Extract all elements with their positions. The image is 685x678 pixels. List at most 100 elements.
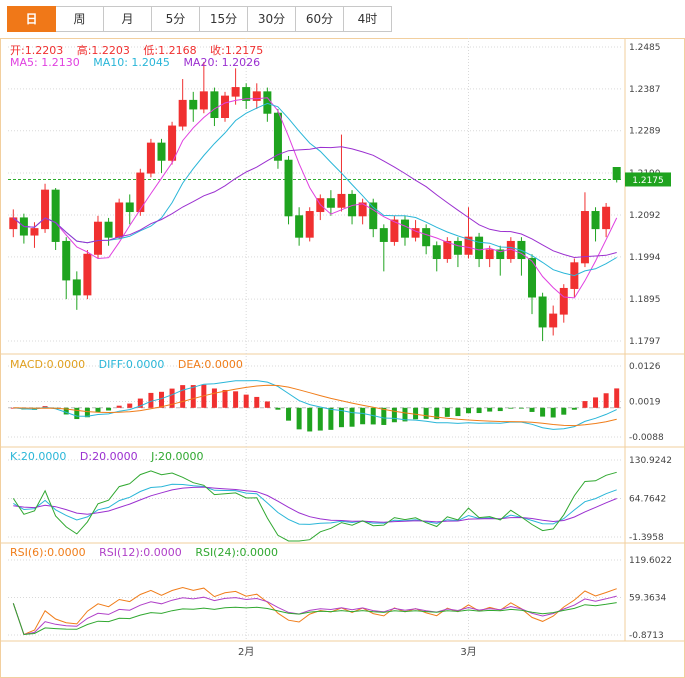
candle-body: [178, 99, 187, 127]
macd-bar: [264, 401, 270, 408]
tab-15min[interactable]: 15分: [199, 6, 248, 32]
macd-bar: [95, 407, 101, 413]
candle-body: [591, 211, 600, 230]
candle-body: [41, 189, 50, 230]
candle-body: [157, 142, 166, 161]
tab-30min[interactable]: 30分: [247, 6, 296, 32]
tab-month[interactable]: 月: [103, 6, 152, 32]
macd-bar: [159, 391, 164, 408]
tab-day[interactable]: 日: [7, 6, 56, 32]
rsi-y-label: 119.6022: [629, 556, 672, 566]
x-axis-label: 3月: [460, 646, 476, 658]
candle-body: [326, 198, 335, 208]
macd-bar: [381, 407, 387, 425]
candle-body: [146, 142, 155, 174]
ma20-line: [12, 146, 617, 259]
candle-body: [104, 221, 113, 238]
timeframe-toolbar: 日周月 5分 15分 30分 60分 4时: [0, 0, 685, 38]
candle-body: [72, 279, 81, 296]
macd-bar: [317, 407, 323, 431]
main-y-label: 1.1895: [629, 295, 661, 305]
candle-body: [273, 112, 282, 161]
main-y-label: 1.2485: [629, 43, 661, 53]
macd-bar: [349, 407, 355, 427]
macd-bar: [413, 407, 419, 420]
ma5-line: [12, 97, 618, 299]
macd-y-label: 0.0019: [629, 398, 661, 408]
tab-week[interactable]: 周: [55, 6, 104, 32]
candle-body: [337, 193, 346, 208]
macd-bar: [423, 407, 429, 419]
macd-bar: [137, 398, 143, 408]
macd-bar: [296, 407, 302, 430]
main-y-label: 1.1797: [629, 337, 661, 347]
macd-bar: [190, 385, 196, 408]
macd-bar: [614, 388, 620, 408]
macd-bar: [571, 407, 577, 410]
candle-body: [210, 91, 219, 118]
main-y-label: 1.2387: [629, 85, 661, 95]
candle-body: [369, 202, 378, 230]
candle-body: [411, 228, 420, 238]
macd-bar: [338, 407, 344, 428]
rsi-y-label: 59.3634: [629, 594, 666, 604]
macd-y-label: 0.0126: [629, 362, 661, 372]
chart-frame: [0, 38, 685, 678]
macd-bar: [127, 403, 133, 408]
candle-body: [93, 221, 102, 255]
macd-bar: [593, 397, 599, 408]
tab-5min[interactable]: 5分: [151, 6, 200, 32]
macd-bar: [455, 407, 461, 417]
macd-bar: [518, 407, 524, 409]
macd-bar: [434, 407, 440, 420]
x-axis-label: 2月: [238, 646, 254, 658]
candle-body: [432, 245, 441, 260]
macd-bar: [222, 389, 228, 408]
candle-body: [231, 87, 240, 97]
candle-body: [125, 202, 134, 213]
candle-body: [485, 249, 494, 260]
macd-bar: [497, 407, 503, 412]
macd-bar: [529, 407, 535, 412]
macd-bar: [487, 407, 493, 412]
candle-body: [602, 206, 611, 230]
candle-body: [453, 240, 462, 255]
macd-bar: [540, 407, 546, 417]
macd-bar: [328, 407, 334, 430]
macd-bar: [243, 394, 249, 408]
candle-body: [612, 167, 621, 180]
macd-bar: [148, 392, 154, 408]
rsi-y-label: -0.8713: [629, 631, 664, 641]
tab-60min[interactable]: 60分: [295, 6, 344, 32]
j-line: [12, 470, 617, 542]
macd-bar: [402, 407, 408, 422]
candle-body: [443, 240, 452, 260]
candle-body: [221, 95, 230, 118]
candle-body: [284, 159, 293, 217]
main-y-label: 1.2092: [629, 211, 661, 221]
candle-body: [242, 87, 251, 101]
candle-body: [379, 228, 388, 242]
macd-bar: [84, 407, 90, 418]
macd-bar: [582, 401, 588, 408]
macd-bar: [275, 407, 281, 410]
rsi12-line: [12, 595, 617, 636]
candle-body: [464, 236, 473, 255]
k-line: [13, 483, 617, 525]
candle-body: [305, 211, 314, 238]
dea-line: [13, 384, 617, 427]
price-chart-canvas[interactable]: 1.24851.23871.22891.21901.20921.19941.18…: [0, 38, 685, 678]
candle-body: [83, 253, 92, 296]
candle-body: [189, 99, 198, 110]
tab-4hour[interactable]: 4时: [343, 6, 392, 32]
kdj-y-label: 64.7642: [629, 495, 666, 505]
candle-body: [559, 287, 568, 315]
candle-body: [496, 249, 505, 260]
main-y-label: 1.1994: [629, 253, 661, 263]
candle-body: [136, 172, 145, 213]
candle-body: [263, 91, 272, 114]
macd-bar: [550, 407, 556, 418]
candle-body: [390, 219, 399, 242]
macd-bar: [63, 407, 69, 415]
candle-body: [51, 189, 60, 242]
